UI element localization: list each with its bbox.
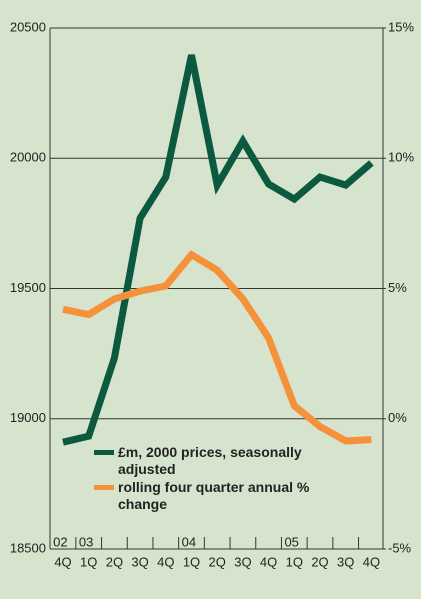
x-tick-label: 4Q <box>363 554 380 569</box>
x-tick-label: 2Q <box>106 554 123 569</box>
y2-tick-label: 15% <box>388 19 414 34</box>
legend-item: £m, 2000 prices, seasonally adjusted <box>94 444 334 478</box>
x-tick-label: 2Q <box>311 554 328 569</box>
x-tick-label: 1Q <box>183 554 200 569</box>
legend-swatch <box>94 485 114 490</box>
x-tick-label: 2Q <box>209 554 226 569</box>
legend-swatch <box>94 450 114 455</box>
legend-label: £m, 2000 prices, seasonally adjusted <box>118 444 302 477</box>
x-tick-label: 3Q <box>337 554 354 569</box>
x-tick-label: 4Q <box>157 554 174 569</box>
y-tick-label: 20000 <box>10 150 46 165</box>
year-label: 05 <box>284 534 298 549</box>
y-tick-label: 18500 <box>10 540 46 555</box>
x-tick-label: 4Q <box>54 554 71 569</box>
year-label: 02 <box>53 534 67 549</box>
y-tick-label: 19000 <box>10 410 46 425</box>
legend-label: rolling four quarter annual % change <box>118 479 310 512</box>
x-tick-label: 1Q <box>286 554 303 569</box>
legend-item: rolling four quarter annual % change <box>94 479 334 513</box>
y2-tick-label: 5% <box>388 280 407 295</box>
year-label: 04 <box>182 534 196 549</box>
x-tick-label: 3Q <box>234 554 251 569</box>
y2-tick-label: 0% <box>388 410 407 425</box>
year-label: 03 <box>79 534 93 549</box>
x-tick-label: 4Q <box>260 554 277 569</box>
x-tick-label: 3Q <box>131 554 148 569</box>
x-tick-label: 1Q <box>80 554 97 569</box>
series-line <box>62 250 372 445</box>
y-tick-label: 19500 <box>10 280 46 295</box>
y2-tick-label: -5% <box>388 540 412 555</box>
y2-tick-label: 10% <box>388 150 414 165</box>
y-tick-label: 20500 <box>10 19 46 34</box>
legend: £m, 2000 prices, seasonally adjusted roll… <box>94 444 334 514</box>
series-line <box>62 54 374 446</box>
